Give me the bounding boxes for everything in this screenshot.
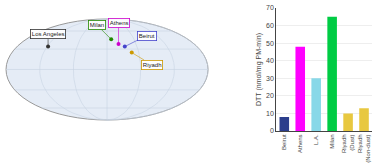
svg-text:Athens: Athens <box>110 20 129 26</box>
svg-text:30: 30 <box>266 75 274 82</box>
svg-text:Riyadh(Dust): Riyadh(Dust) <box>341 134 355 153</box>
svg-text:10: 10 <box>266 110 274 117</box>
svg-text:DTT (nmol/mg PM-min): DTT (nmol/mg PM-min) <box>255 33 263 106</box>
svg-text:50: 50 <box>266 40 274 47</box>
svg-text:70: 70 <box>266 4 274 11</box>
svg-text:Riyadh: Riyadh <box>143 62 162 68</box>
svg-text:60: 60 <box>266 22 274 29</box>
svg-text:Milan: Milan <box>90 22 104 28</box>
svg-text:Athens: Athens <box>297 134 303 153</box>
svg-text:Beirut: Beirut <box>281 134 287 150</box>
svg-text:Beirut: Beirut <box>139 33 155 39</box>
svg-text:20: 20 <box>266 92 274 99</box>
svg-text:40: 40 <box>266 57 274 64</box>
svg-text:L.A.: L.A. <box>313 134 319 145</box>
svg-text:Los Angeles: Los Angeles <box>32 31 65 37</box>
svg-text:0: 0 <box>270 127 274 134</box>
svg-text:Riyadh(Non-dust): Riyadh(Non-dust) <box>357 134 371 162</box>
svg-text:Milan: Milan <box>329 134 335 148</box>
